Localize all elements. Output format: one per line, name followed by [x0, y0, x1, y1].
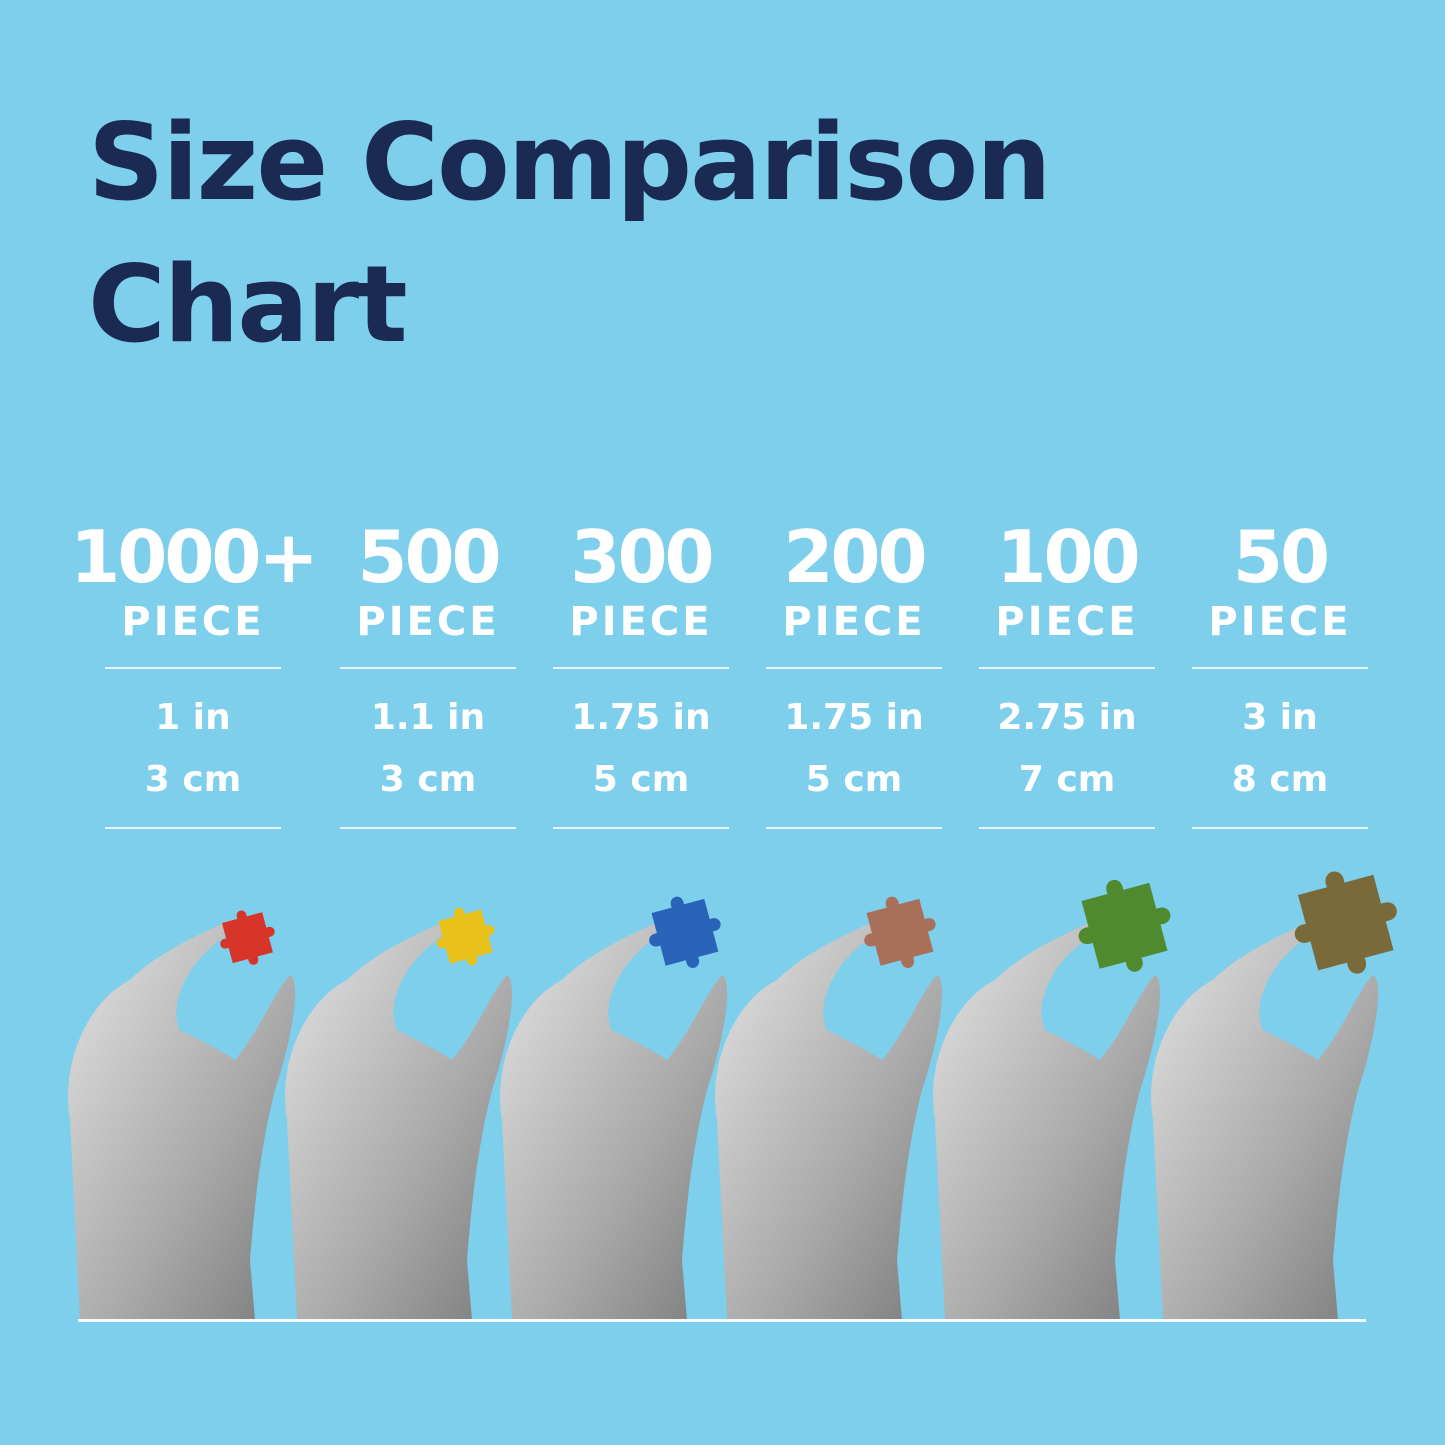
hand-holding-piece [68, 910, 295, 1320]
puzzle-piece-icon [1294, 871, 1397, 974]
piece-label: PIECE [1208, 599, 1352, 645]
puzzle-piece-icon [649, 896, 721, 968]
piece-label: PIECE [782, 599, 926, 645]
hand-holding-piece [500, 896, 727, 1320]
piece-count: 500 [357, 515, 501, 599]
hands-illustration [68, 871, 1397, 1320]
size-inches: 2.75 in [997, 697, 1137, 738]
divider [553, 827, 729, 829]
page-title: Size Comparison Chart [88, 92, 1052, 376]
piece-label: PIECE [995, 599, 1139, 645]
size-inches: 1.1 in [370, 697, 486, 738]
title-line-2: Chart [88, 243, 408, 366]
size-cm: 5 cm [805, 759, 903, 800]
puzzle-piece-icon [1078, 880, 1171, 972]
divider [553, 667, 729, 669]
baseline-rule [78, 1319, 1366, 1322]
puzzle-piece-icon [220, 910, 275, 965]
hand-holding-piece [1151, 871, 1397, 1320]
hand-icon [285, 919, 512, 1320]
puzzle-piece-icon [864, 896, 936, 968]
size-cm: 8 cm [1231, 759, 1329, 800]
size-column-500: 500 PIECE 1.1 in 3 cm [340, 515, 516, 829]
hand-holding-piece [285, 907, 512, 1320]
size-column-1000: 1000+ PIECE 1 in 3 cm [70, 515, 319, 829]
size-inches: 1.75 in [784, 697, 924, 738]
size-inches: 3 in [1242, 697, 1318, 738]
size-inches: 1.75 in [571, 697, 711, 738]
size-column-200: 200 PIECE 1.75 in 5 cm [766, 515, 942, 829]
divider [979, 827, 1155, 829]
piece-label: PIECE [356, 599, 500, 645]
divider [766, 667, 942, 669]
hand-holding-piece [933, 880, 1171, 1320]
piece-label: PIECE [121, 599, 265, 645]
size-cm: 7 cm [1018, 759, 1116, 800]
hand-holding-piece [715, 896, 942, 1320]
puzzle-piece-icon [436, 907, 495, 966]
hand-icon [500, 919, 727, 1320]
size-cm: 5 cm [592, 759, 690, 800]
size-column-300: 300 PIECE 1.75 in 5 cm [553, 515, 729, 829]
size-column-50: 50 PIECE 3 in 8 cm [1192, 515, 1368, 829]
divider [1192, 667, 1368, 669]
divider [340, 667, 516, 669]
divider [105, 827, 281, 829]
piece-count: 1000+ [70, 515, 319, 599]
size-inches: 1 in [155, 697, 231, 738]
size-cm: 3 cm [144, 759, 242, 800]
size-cm: 3 cm [379, 759, 477, 800]
piece-count: 200 [783, 515, 927, 599]
divider [979, 667, 1155, 669]
hand-icon [68, 919, 295, 1320]
piece-count: 300 [570, 515, 714, 599]
piece-label: PIECE [569, 599, 713, 645]
divider [340, 827, 516, 829]
piece-count: 100 [996, 515, 1140, 599]
title-line-1: Size Comparison [88, 101, 1052, 224]
hand-icon [933, 919, 1160, 1320]
divider [766, 827, 942, 829]
size-column-100: 100 PIECE 2.75 in 7 cm [979, 515, 1155, 829]
hand-icon [1151, 919, 1378, 1320]
divider [1192, 827, 1368, 829]
hand-icon [715, 919, 942, 1320]
piece-count: 50 [1232, 515, 1330, 599]
divider [105, 667, 281, 669]
